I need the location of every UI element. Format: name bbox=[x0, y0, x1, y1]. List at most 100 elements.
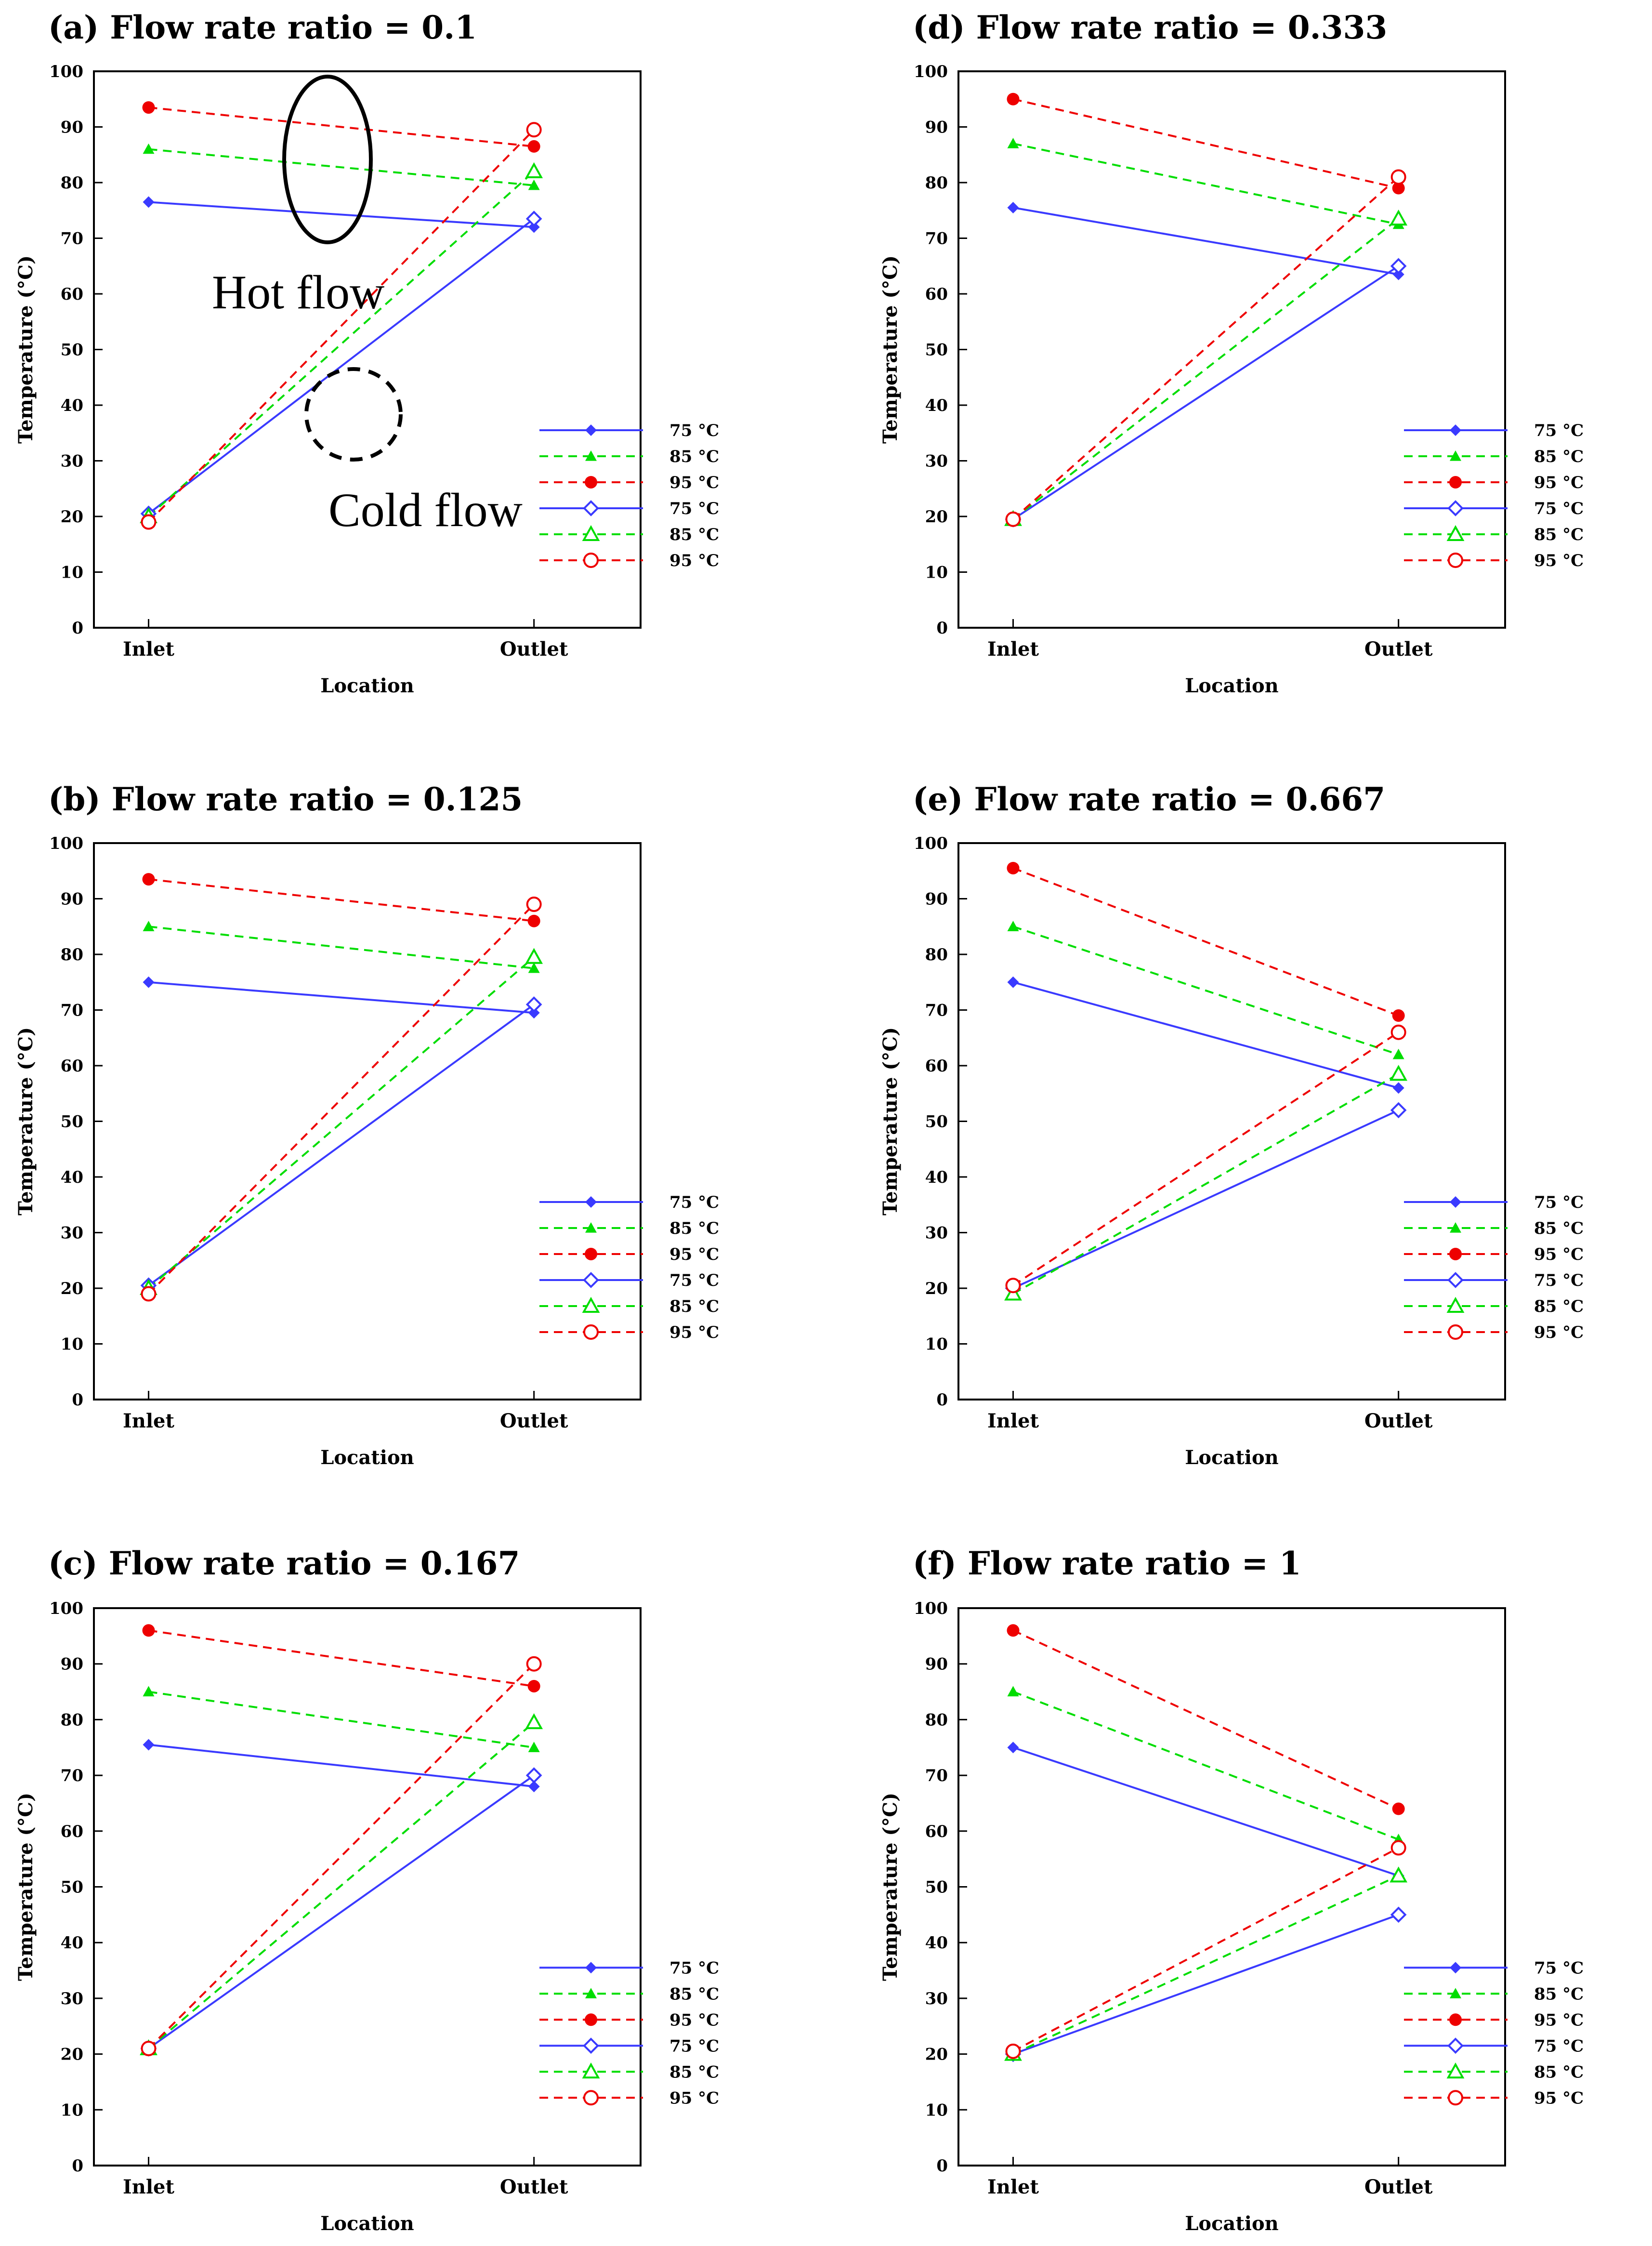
legend-label: 85 °C bbox=[669, 1297, 719, 1316]
legend: 75 °C 85 °C 95 °C 75 °C 85 °C 95 °C bbox=[1404, 1958, 1584, 2108]
series-line-hot-95 bbox=[148, 1629, 534, 1687]
y-tick-label: 20 bbox=[925, 1279, 948, 1298]
y-tick-label: 20 bbox=[925, 2045, 948, 2064]
legend-marker bbox=[585, 1196, 597, 1208]
data-point-cold-85 bbox=[525, 948, 543, 964]
legend-label: 95 °C bbox=[669, 1323, 719, 1342]
legend-label: 95 °C bbox=[1534, 1323, 1584, 1342]
chart-title: (d) Flow rate ratio = 0.333 bbox=[913, 9, 1387, 46]
legend-label: 75 °C bbox=[1534, 1958, 1584, 1978]
hot-flow-ellipse bbox=[282, 75, 373, 244]
plot-frame bbox=[957, 1607, 1506, 2167]
y-axis-label: Temperature (°C) bbox=[14, 1793, 37, 1981]
data-point-cold-95 bbox=[1390, 169, 1406, 185]
legend-marker bbox=[583, 552, 599, 568]
legend-marker bbox=[585, 450, 597, 461]
series-line-hot-85 bbox=[1013, 143, 1399, 225]
x-tick-label: Inlet bbox=[123, 638, 174, 661]
data-point-cold-95 bbox=[1390, 1840, 1406, 1856]
chart-panel-c: (c) Flow rate ratio = 0.167 0 10 20 30 40 50 60… bbox=[14, 1545, 719, 2235]
y-tick-label: 30 bbox=[925, 1989, 948, 2008]
legend-marker bbox=[1446, 2062, 1465, 2079]
data-point-cold-95 bbox=[1390, 1024, 1406, 1040]
data-point-hot-75 bbox=[143, 196, 155, 208]
chart-title: (f) Flow rate ratio = 1 bbox=[913, 1545, 1301, 1582]
legend-marker bbox=[585, 1988, 597, 1998]
legend-label: 95 °C bbox=[1534, 2088, 1584, 2108]
data-point-cold-85 bbox=[1390, 209, 1408, 226]
series-line-cold-85 bbox=[1012, 1875, 1399, 2055]
legend-marker bbox=[1450, 1988, 1462, 1998]
legend-marker bbox=[1448, 1324, 1464, 1340]
data-point-hot-75 bbox=[143, 1739, 155, 1751]
series-line-cold-85 bbox=[1012, 1073, 1399, 1295]
legend-marker bbox=[1448, 552, 1464, 568]
chart-panel-f: (f) Flow rate ratio = 1 0 10 20 30 40 50 60 70 80… bbox=[879, 1545, 1584, 2235]
y-tick-label: 70 bbox=[61, 1766, 83, 1785]
y-tick-label: 0 bbox=[936, 2156, 948, 2176]
plot-frame bbox=[93, 842, 642, 1400]
chart-panel-e: (e) Flow rate ratio = 0.667 0 10 20 30 40 50 60… bbox=[879, 780, 1584, 1469]
plot-frame bbox=[93, 1607, 642, 2167]
series-line-cold-95 bbox=[1012, 1847, 1399, 2052]
y-tick-label: 50 bbox=[925, 1878, 948, 1897]
legend-marker bbox=[583, 2090, 599, 2106]
y-tick-label: 10 bbox=[61, 563, 83, 582]
y-tick-label: 40 bbox=[61, 1933, 83, 1953]
data-point-hot-85 bbox=[143, 1686, 155, 1697]
x-tick-label: Outlet bbox=[1364, 2176, 1433, 2198]
legend-marker bbox=[582, 525, 600, 541]
data-point-hot-95 bbox=[142, 873, 155, 886]
legend-label: 95 °C bbox=[1534, 551, 1584, 570]
y-tick-label: 30 bbox=[61, 452, 83, 471]
x-axis-label: Location bbox=[1185, 674, 1279, 697]
y-tick-label: 60 bbox=[925, 1057, 948, 1076]
legend-label: 75 °C bbox=[669, 421, 719, 440]
legend-label: 85 °C bbox=[1534, 525, 1584, 544]
y-tick-label: 60 bbox=[925, 285, 948, 304]
data-point-hot-75 bbox=[1392, 1082, 1404, 1094]
x-axis-label: Location bbox=[320, 674, 414, 697]
legend-label: 95 °C bbox=[669, 2010, 719, 2030]
data-point-cold-75 bbox=[525, 211, 542, 227]
x-tick-label: Outlet bbox=[1364, 638, 1433, 661]
y-tick-label: 90 bbox=[925, 890, 948, 909]
y-tick-label: 20 bbox=[925, 507, 948, 527]
legend-marker bbox=[585, 1247, 598, 1260]
legend-marker bbox=[585, 2013, 598, 2026]
series-line-hot-95 bbox=[1012, 867, 1399, 1017]
legend-label: 95 °C bbox=[1534, 473, 1584, 492]
y-tick-label: 50 bbox=[61, 1112, 83, 1132]
series-line-hot-75 bbox=[148, 981, 534, 1014]
y-tick-label: 30 bbox=[925, 1224, 948, 1243]
plot-frame bbox=[93, 70, 642, 629]
y-tick-label: 60 bbox=[925, 1822, 948, 1841]
series-line-cold-95 bbox=[148, 903, 535, 1295]
data-point-cold-95 bbox=[526, 122, 542, 138]
legend-label: 85 °C bbox=[1534, 1219, 1584, 1238]
y-tick-label: 100 bbox=[49, 1599, 83, 1618]
legend-label: 95 °C bbox=[1534, 1245, 1584, 1264]
y-tick-label: 20 bbox=[61, 1279, 83, 1298]
y-tick-label: 80 bbox=[925, 1710, 948, 1730]
data-point-cold-95 bbox=[526, 1656, 542, 1672]
legend-label: 95 °C bbox=[669, 2088, 719, 2108]
y-tick-label: 70 bbox=[61, 229, 83, 249]
series-line-cold-75 bbox=[1012, 1914, 1399, 2055]
y-tick-label: 100 bbox=[914, 62, 948, 81]
legend-label: 75 °C bbox=[669, 1193, 719, 1212]
y-tick-label: 0 bbox=[936, 1390, 948, 1410]
series-line-hot-95 bbox=[1012, 1629, 1399, 1810]
data-point-hot-85 bbox=[528, 962, 540, 973]
y-tick-label: 40 bbox=[925, 396, 948, 415]
data-point-hot-75 bbox=[1007, 976, 1019, 988]
legend-marker bbox=[585, 1962, 597, 1974]
legend-label: 75 °C bbox=[669, 2036, 719, 2056]
x-axis-label: Location bbox=[320, 1446, 414, 1469]
legend-label: 75 °C bbox=[669, 1958, 719, 1978]
chart-title: (b) Flow rate ratio = 0.125 bbox=[48, 780, 523, 818]
legend-label: 75 °C bbox=[1534, 421, 1584, 440]
data-point-hot-85 bbox=[143, 143, 155, 154]
y-tick-label: 10 bbox=[925, 563, 948, 582]
series-line-hot-75 bbox=[1012, 981, 1399, 1089]
